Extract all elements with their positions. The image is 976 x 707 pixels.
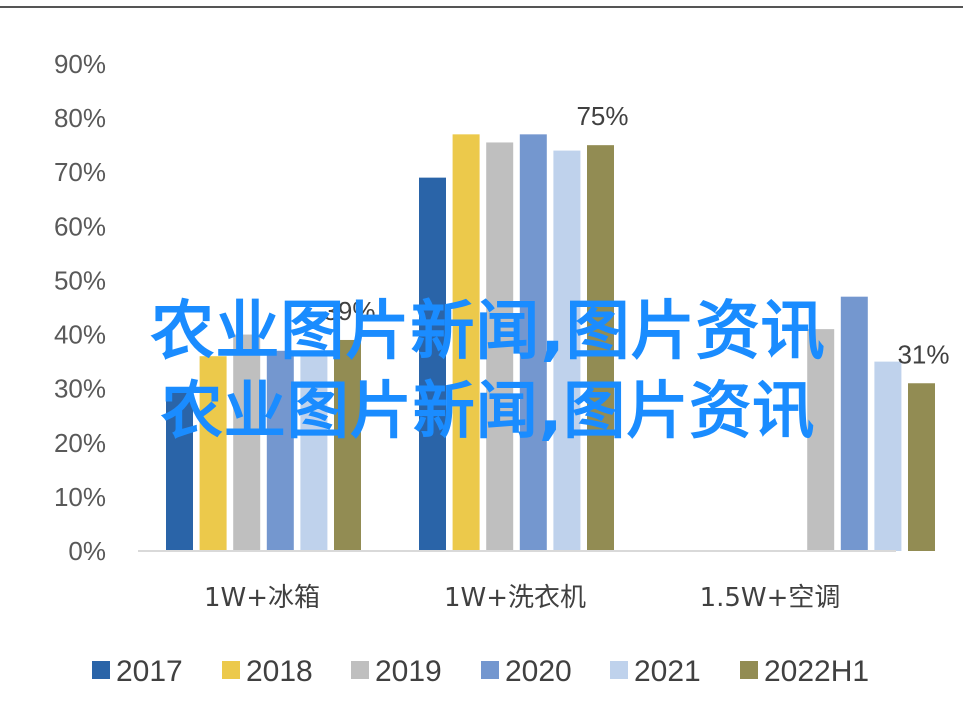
x-category-label: 1W+冰箱 <box>204 583 320 613</box>
bar-2022H1-cat2 <box>908 383 935 551</box>
legend-swatch <box>92 661 110 679</box>
y-tick-label: 50% <box>54 265 106 295</box>
y-tick-label: 60% <box>54 211 106 241</box>
y-tick-label: 30% <box>54 374 106 404</box>
x-category-label: 1W+洗衣机 <box>444 583 586 613</box>
bar-2020-cat1 <box>519 134 547 551</box>
legend-swatch <box>740 661 758 679</box>
legend-item-2022H1: 2022H1 <box>740 655 869 688</box>
bar-2020-cat2 <box>840 296 868 551</box>
legend-swatch <box>351 661 369 679</box>
y-tick-label: 80% <box>54 103 106 133</box>
legend-label: 2017 <box>116 655 183 688</box>
legend-swatch <box>222 661 240 679</box>
bar-2019-cat2 <box>807 329 835 551</box>
y-tick-label: 20% <box>54 428 106 458</box>
bar-2022H1-cat1 <box>587 145 614 551</box>
legend-label: 2022H1 <box>764 655 869 688</box>
bar-2019-cat0 <box>233 334 261 551</box>
bar-2018-cat1 <box>452 134 480 551</box>
legend-item-2019: 2019 <box>351 655 442 688</box>
legend-item-2021: 2021 <box>610 655 701 688</box>
y-tick-label: 0% <box>68 536 106 566</box>
bars <box>166 134 935 552</box>
legend: 2017 2018 2019 2020 2021 2022H1 <box>92 655 869 688</box>
legend-item-2018: 2018 <box>222 655 313 688</box>
bar-2021-cat2 <box>874 361 902 551</box>
bar-2020-cat0 <box>266 350 294 551</box>
legend-label: 2021 <box>634 655 701 688</box>
legend-label: 2019 <box>375 655 442 688</box>
top-border-line <box>0 6 963 8</box>
x-category-label: 1.5W+空调 <box>700 583 841 613</box>
data-labels: 39% 75% 31% <box>323 101 949 369</box>
legend-item-2020: 2020 <box>481 655 572 688</box>
y-tick-label: 90% <box>54 49 106 79</box>
bar-2017-cat0 <box>166 388 193 551</box>
y-axis: 0% 10% 20% 30% 40% 50% 60% 70% 80% 90% <box>54 49 106 566</box>
watermark-line-2: 农业图片新闻,图片资讯 <box>160 374 816 447</box>
bar-2017-cat1 <box>419 177 446 551</box>
legend-swatch <box>610 661 628 679</box>
bar-2018-cat0 <box>199 356 227 551</box>
y-tick-label: 40% <box>54 320 106 350</box>
bar-2021-cat1 <box>553 150 581 552</box>
bar-2022H1-cat0 <box>334 339 361 551</box>
legend-swatch <box>481 661 499 679</box>
bar-2021-cat0 <box>300 356 328 551</box>
data-label: 75% <box>576 101 628 131</box>
watermark-line-1: 农业图片新闻,图片资讯 <box>150 295 826 369</box>
legend-label: 2018 <box>246 655 313 688</box>
bar-2019-cat1 <box>486 142 514 551</box>
legend-item-2017: 2017 <box>92 655 183 688</box>
legend-label: 2020 <box>505 655 572 688</box>
y-tick-label: 10% <box>54 482 106 512</box>
x-axis: 1W+冰箱 1W+洗衣机 1.5W+空调 <box>204 583 840 613</box>
y-tick-label: 70% <box>54 157 106 187</box>
data-label: 31% <box>897 339 949 369</box>
data-label: 39% <box>323 296 375 326</box>
